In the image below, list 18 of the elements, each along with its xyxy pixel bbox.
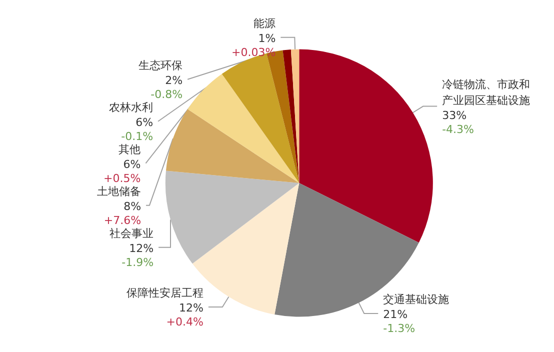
data-label: 33% -4.3%	[442, 108, 474, 136]
data-label: 12% +0.4%	[166, 301, 204, 328]
slice-label: 生态环保	[138, 58, 183, 72]
slice-label: 保障性安居工程	[126, 286, 204, 300]
data-label: 21% -1.3%	[383, 308, 416, 336]
slice-label: 交通基础设施	[383, 293, 450, 306]
slice-label: 能源	[254, 16, 276, 30]
slice-label: 冷链物流、市政和产业园区基础设施	[442, 78, 530, 107]
slice-label: 其他	[118, 142, 141, 156]
data-label: 2% -0.8%	[150, 74, 183, 101]
data-label: 12% -1.9%	[122, 242, 154, 269]
data-label: 1% +0.03%	[232, 32, 276, 59]
data-label: 6% +0.5%	[104, 158, 141, 185]
slice-label: 农林水利	[109, 100, 154, 114]
data-label: 8% +7.6%	[104, 200, 142, 227]
data-label: 6% -0.1%	[121, 116, 154, 143]
slice-label: 土地储备	[97, 184, 142, 198]
slice-label: 社会事业	[110, 226, 154, 240]
